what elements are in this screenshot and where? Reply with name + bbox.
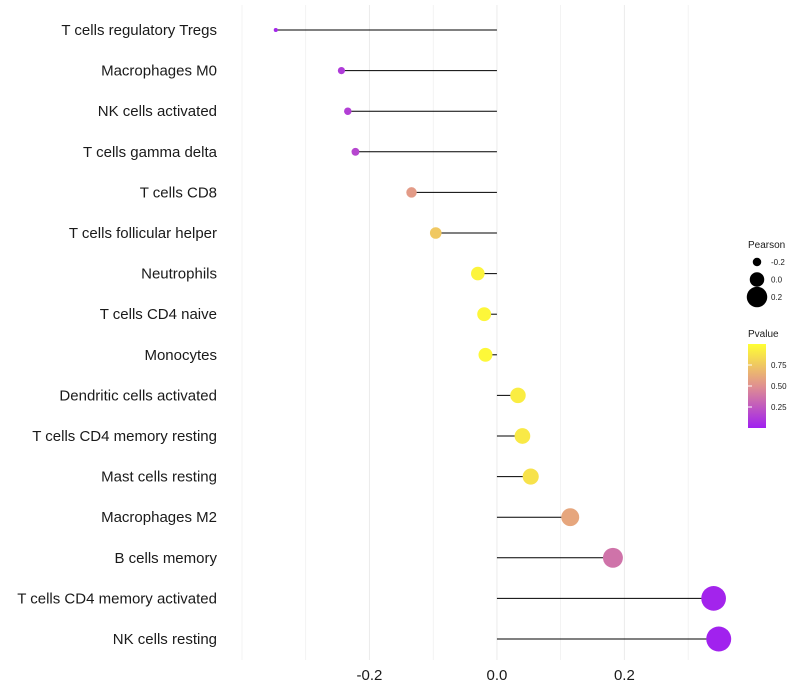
size-legend-key — [746, 286, 768, 308]
category-label: Neutrophils — [141, 266, 217, 283]
lollipop-point — [471, 266, 485, 281]
color-legend-title: Pvalue — [748, 329, 779, 340]
lollipop-point — [514, 428, 531, 444]
size-legend-label: -0.2 — [771, 258, 785, 267]
point-layer — [273, 27, 732, 652]
x-tick-label: 0.0 — [487, 667, 508, 684]
lollipop-point — [406, 187, 417, 198]
color-legend-ticks: 0.75 0.50 0.25 — [748, 361, 787, 412]
lollipop-point — [706, 626, 732, 652]
lollipop-point — [522, 468, 539, 485]
category-label: Dendritic cells activated — [59, 387, 217, 404]
lollipop-point — [337, 67, 346, 75]
category-label: B cells memory — [114, 550, 217, 567]
lollipop-point — [561, 508, 580, 527]
category-label: T cells CD8 — [140, 184, 217, 201]
size-legend-title: Pearson — [748, 240, 785, 251]
colorbar-label: 0.75 — [771, 361, 787, 370]
category-label: T cells gamma delta — [83, 144, 218, 161]
size-legend-label: 0.2 — [771, 293, 783, 302]
category-label: NK cells activated — [98, 103, 217, 120]
lollipop-point — [510, 387, 526, 404]
lollipop-point — [344, 107, 352, 115]
lollipop-point — [602, 547, 623, 568]
category-label: T cells CD4 memory activated — [17, 590, 217, 607]
stem-layer — [275, 29, 719, 640]
lollipop-point — [351, 147, 360, 156]
grid-layer — [241, 5, 689, 660]
category-label: T cells regulatory Tregs — [61, 22, 217, 39]
category-label: T cells CD4 naive — [100, 306, 217, 323]
lollipop-point — [273, 27, 278, 33]
x-tick-labels: -0.2 0.0 0.2 — [357, 667, 635, 684]
category-label: Macrophages M2 — [101, 509, 217, 526]
size-legend: -0.2 0.0 0.2 — [746, 257, 785, 308]
category-label: Mast cells resting — [101, 469, 217, 486]
size-legend-key — [752, 257, 762, 267]
category-label: Macrophages M0 — [101, 63, 217, 80]
x-tick-label: -0.2 — [357, 667, 383, 684]
category-label: T cells follicular helper — [69, 225, 217, 242]
pvalue-colorbar — [748, 344, 766, 428]
lollipop-point — [701, 586, 726, 611]
size-legend-key — [749, 272, 765, 287]
size-legend-label: 0.0 — [771, 276, 783, 285]
colorbar-label: 0.25 — [771, 403, 787, 412]
colorbar-label: 0.50 — [771, 382, 787, 391]
category-label: T cells CD4 memory resting — [32, 428, 217, 445]
lollipop-point — [478, 347, 493, 362]
category-label: Monocytes — [144, 347, 217, 364]
legend: Pearson -0.2 0.0 0.2 Pvalue 0.75 0.50 0.25 — [746, 240, 787, 428]
category-labels: T cells regulatory Tregs Macrophages M0 NK… — [17, 22, 217, 648]
x-tick-label: 0.2 — [614, 667, 635, 684]
lollipop-point — [429, 227, 442, 239]
lollipop-point — [477, 307, 492, 322]
category-label: NK cells resting — [113, 631, 217, 648]
